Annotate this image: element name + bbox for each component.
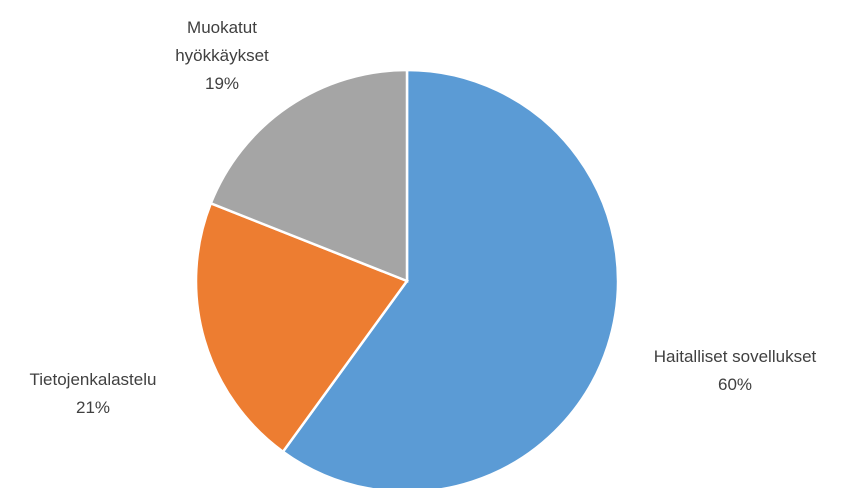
pie-slice bbox=[281, 68, 620, 488]
value-label: 60% bbox=[717, 375, 753, 394]
slice-label: Tietojenkalastelu 21% bbox=[0, 366, 193, 422]
category-label: Haitalliset sovellukset bbox=[653, 347, 817, 366]
value-label: 21% bbox=[75, 398, 111, 417]
category-label: Muokatut hyökkäykset bbox=[175, 18, 269, 65]
slice-label: Muokatut hyökkäykset 19% bbox=[157, 14, 287, 98]
slice-label: Haitalliset sovellukset 60% bbox=[615, 343, 843, 399]
value-label: 19% bbox=[204, 74, 240, 93]
pie-slice bbox=[209, 68, 409, 283]
category-label: Tietojenkalastelu bbox=[29, 370, 157, 389]
pie-slice bbox=[194, 201, 409, 454]
